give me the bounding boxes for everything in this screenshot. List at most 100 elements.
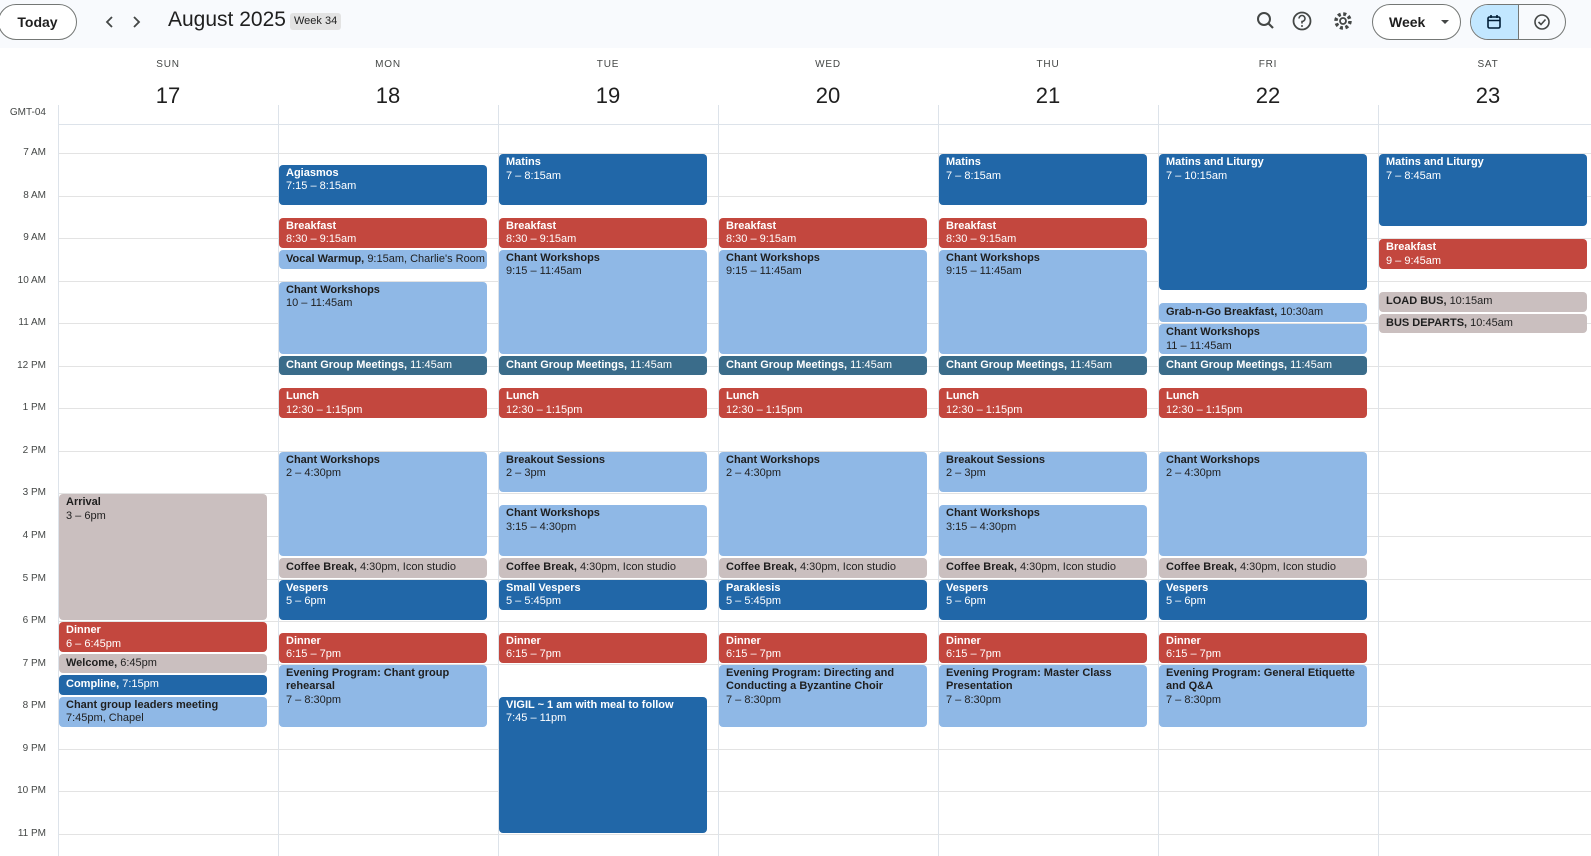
mode-toggle[interactable] [1470, 4, 1566, 40]
day-number[interactable]: 22 [1255, 83, 1281, 108]
event[interactable]: Chant Workshops 2 – 4:30pm [279, 451, 487, 557]
nav-arrows[interactable] [100, 12, 150, 32]
event[interactable]: LOAD BUS, 10:15am [1379, 292, 1587, 312]
day-number[interactable]: 17 [155, 83, 181, 108]
day-number[interactable]: 21 [1035, 83, 1061, 108]
event[interactable]: Evening Program: General Etiquette and Q… [1159, 664, 1367, 727]
event[interactable]: Breakout Sessions 2 – 3pm [939, 451, 1147, 493]
event[interactable]: Lunch 12:30 – 1:15pm [719, 388, 927, 418]
day-number[interactable]: 20 [815, 83, 841, 108]
event[interactable]: Matins and Liturgy 7 – 8:45am [1379, 154, 1587, 227]
event-title: Lunch [506, 390, 539, 403]
event-time: 6:15 – 7pm [946, 648, 1002, 661]
event[interactable]: Coffee Break, 4:30pm, Icon studio [499, 558, 707, 578]
event[interactable]: Chant Workshops 3:15 – 4:30pm [499, 505, 707, 557]
event[interactable]: Evening Program: Master Class Presentati… [939, 664, 1147, 727]
event[interactable]: Matins and Liturgy 7 – 10:15am [1159, 154, 1367, 291]
event[interactable]: Dinner 6:15 – 7pm [499, 632, 707, 663]
event[interactable]: Chant Group Meetings, 11:45am [1159, 356, 1367, 376]
toolbar: Today August 2025 Week 34 Week [0, 0, 1591, 48]
event[interactable]: Paraklesis 5 – 5:45pm [719, 579, 927, 610]
event[interactable]: Coffee Break, 4:30pm, Icon studio [1159, 558, 1367, 578]
event[interactable]: Chant Workshops 11 – 11:45am [1159, 324, 1367, 355]
event[interactable]: Arrival 3 – 6pm [59, 494, 267, 621]
event[interactable]: Chant Workshops 9:15 – 11:45am [939, 249, 1147, 355]
event[interactable]: Lunch 12:30 – 1:15pm [279, 388, 487, 418]
event[interactable]: Evening Program: Directing and Conductin… [719, 664, 927, 727]
hour-label: 2 PM [22, 444, 46, 456]
event-time: 8:30 – 9:15am [946, 233, 1017, 246]
column-line [718, 105, 719, 856]
hour-label: 8 PM [22, 700, 46, 712]
tasks-mode[interactable] [1519, 5, 1566, 39]
event[interactable]: Agiasmos 7:15 – 8:15am [279, 164, 487, 206]
event[interactable]: Grab-n-Go Breakfast, 10:30am [1159, 302, 1367, 323]
today-button[interactable]: Today [0, 4, 77, 40]
event[interactable]: Evening Program: Chant group rehearsal 7 … [279, 664, 487, 727]
event[interactable]: Dinner 6:15 – 7pm [719, 632, 927, 663]
event[interactable]: Dinner 6:15 – 7pm [939, 632, 1147, 663]
event[interactable]: Chant Workshops 3:15 – 4:30pm [939, 505, 1147, 557]
event[interactable]: Breakfast 8:30 – 9:15am [719, 217, 927, 248]
event[interactable]: Chant Group Meetings, 11:45am [279, 356, 487, 376]
event-title: Grab-n-Go Breakfast, [1166, 305, 1278, 318]
event[interactable]: Vespers 5 – 6pm [939, 579, 1147, 621]
event[interactable]: Chant Workshops 2 – 4:30pm [1159, 451, 1367, 557]
event[interactable]: Chant group leaders meeting 7:45pm, Chape… [59, 696, 267, 727]
event[interactable]: Dinner 6 – 6:45pm [59, 622, 267, 653]
event-time: 6:45pm [120, 657, 157, 670]
event[interactable]: Chant Workshops 9:15 – 11:45am [719, 249, 927, 355]
event-title: Coffee Break, [726, 561, 797, 574]
event-time: 7 – 10:15am [1166, 169, 1228, 182]
event[interactable]: Lunch 12:30 – 1:15pm [939, 388, 1147, 418]
event[interactable]: VIGIL ~ 1 am with meal to follow 7:45 – 1… [499, 696, 707, 833]
calendar-mode[interactable] [1471, 5, 1519, 39]
event-time: 2 – 3pm [506, 467, 546, 480]
event-time: 7 – 8:15am [946, 169, 1002, 182]
event[interactable]: Matins 7 – 8:15am [499, 154, 707, 206]
event[interactable]: Chant Group Meetings, 11:45am [939, 356, 1147, 376]
event-title: Breakfast [506, 219, 557, 232]
event[interactable]: BUS DEPARTS, 10:45am [1379, 313, 1587, 333]
event-time: 2 – 4:30pm [1166, 467, 1222, 480]
event[interactable]: Small Vespers 5 – 5:45pm [499, 579, 707, 610]
event[interactable]: Dinner 6:15 – 7pm [1159, 632, 1367, 663]
event[interactable]: Compline, 7:15pm [59, 675, 267, 695]
event[interactable]: Coffee Break, 4:30pm, Icon studio [279, 558, 487, 578]
event-time: 9:15am, Charlie's Room [367, 252, 485, 265]
event[interactable]: Matins 7 – 8:15am [939, 154, 1147, 206]
event[interactable]: Breakfast 8:30 – 9:15am [499, 217, 707, 248]
event[interactable]: Welcome, 6:45pm [59, 654, 267, 674]
event[interactable]: Coffee Break, 4:30pm, Icon studio [939, 558, 1147, 578]
event[interactable]: Lunch 12:30 – 1:15pm [1159, 388, 1367, 418]
event[interactable]: Vespers 5 – 6pm [279, 579, 487, 621]
event-title: Evening Program: Master Class Presentati… [946, 666, 1112, 693]
event-time: 6:15 – 7pm [506, 648, 562, 661]
event-time: 11:45am [410, 359, 453, 372]
event[interactable]: Vocal Warmup, 9:15am, Charlie's Room [279, 249, 487, 270]
view-button[interactable]: Week [1372, 4, 1461, 40]
toolbar-icons[interactable] [1254, 10, 1354, 34]
event[interactable]: Breakout Sessions 2 – 3pm [499, 451, 707, 493]
day-number[interactable]: 18 [375, 83, 401, 108]
event[interactable]: Breakfast 8:30 – 9:15am [939, 217, 1147, 248]
event-time: 9:15 – 11:45am [726, 265, 802, 278]
event[interactable]: Chant Workshops 10 – 11:45am [279, 281, 487, 355]
day-name: FRI [1258, 59, 1278, 70]
event-time: 2 – 3pm [946, 467, 986, 480]
event[interactable]: Lunch 12:30 – 1:15pm [499, 388, 707, 418]
event[interactable]: Chant Group Meetings, 11:45am [499, 356, 707, 376]
day-number[interactable]: 23 [1475, 83, 1501, 108]
event[interactable]: Coffee Break, 4:30pm, Icon studio [719, 558, 927, 578]
event[interactable]: Vespers 5 – 6pm [1159, 579, 1367, 621]
day-number[interactable]: 19 [595, 83, 621, 108]
event-time: 7 – 8:15am [506, 169, 562, 182]
event[interactable]: Chant Workshops 2 – 4:30pm [719, 451, 927, 557]
event[interactable]: Breakfast 8:30 – 9:15am [279, 217, 487, 248]
event-time: 3:15 – 4:30pm [506, 520, 577, 533]
hour-line [58, 748, 1591, 750]
event[interactable]: Chant Workshops 9:15 – 11:45am [499, 249, 707, 355]
event[interactable]: Breakfast 9 – 9:45am [1379, 239, 1587, 270]
event[interactable]: Chant Group Meetings, 11:45am [719, 356, 927, 376]
event[interactable]: Dinner 6:15 – 7pm [279, 632, 487, 663]
